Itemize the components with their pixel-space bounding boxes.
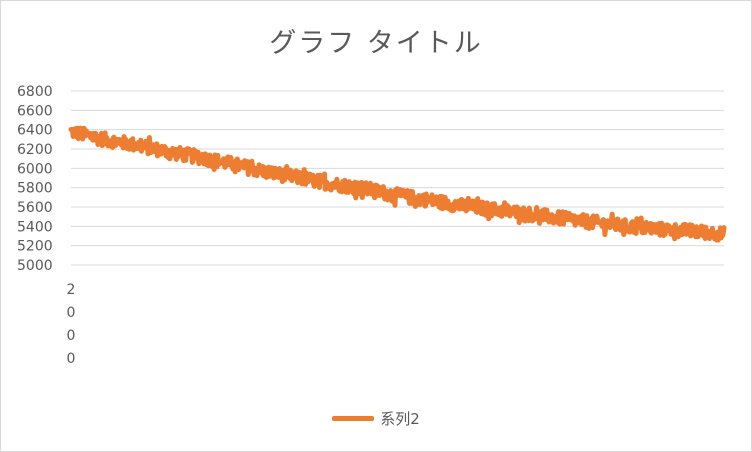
gridlines (71, 90, 724, 266)
series-group (68, 125, 727, 243)
y-tick-label: 6800 (17, 84, 53, 100)
x-tick-label: 2 (66, 282, 76, 298)
x-axis-tick-labels: 2 0 0 0 (63, 279, 79, 371)
y-tick-label: 5200 (17, 239, 53, 255)
y-tick-label: 5600 (17, 200, 53, 216)
legend-item-series2: 系列2 (332, 408, 420, 429)
x-tick-label: 0 (66, 351, 76, 367)
x-tick-label: 0 (66, 328, 76, 344)
y-tick-label: 5800 (17, 181, 53, 197)
chart-title: グラフ タイトル (269, 28, 483, 59)
y-tick-label: 6200 (17, 142, 53, 158)
legend: 系列2 (1, 407, 751, 429)
x-tick-label: 0 (66, 305, 76, 321)
y-tick-label: 6400 (17, 123, 53, 139)
y-tick-label: 6600 (17, 103, 53, 119)
legend-label: 系列2 (380, 410, 420, 428)
series-line-series2 (68, 125, 727, 243)
y-tick-label: 5400 (17, 219, 53, 235)
y-tick-label: 6000 (17, 161, 53, 177)
y-tick-label: 5000 (17, 258, 53, 274)
y-axis: 5000 5200 5400 5600 5800 6000 6200 6400 6600 6800 (17, 84, 53, 274)
legend-swatch (332, 416, 375, 421)
